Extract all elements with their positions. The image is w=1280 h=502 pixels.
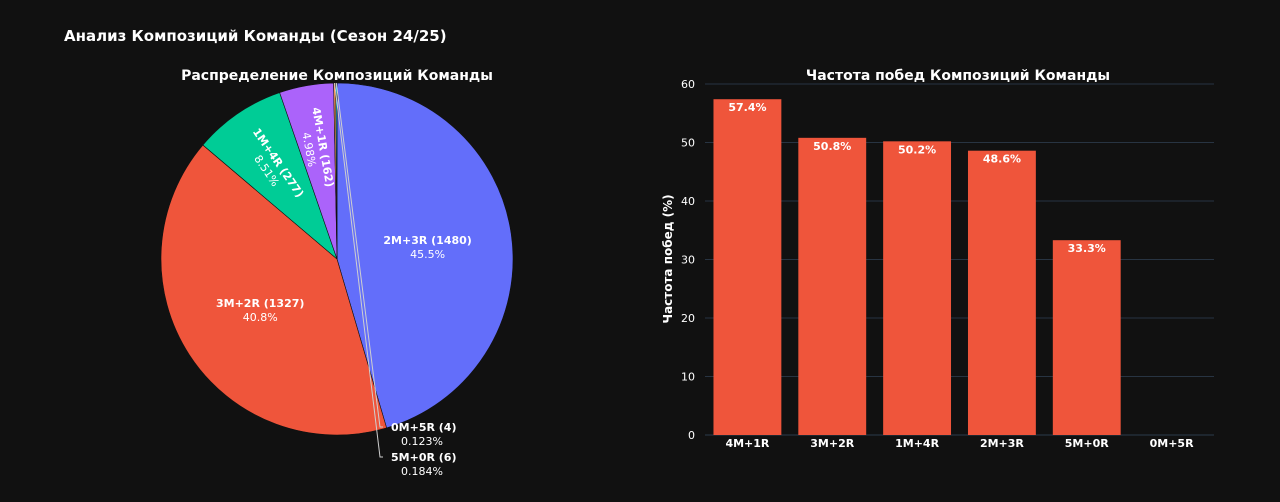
pie-label-percent: 4.98% — [299, 131, 318, 168]
pie-label-name: 2M+3R (1480) — [383, 234, 471, 247]
bar[interactable] — [967, 150, 1036, 435]
x-tick-label: 4M+1R — [725, 437, 769, 450]
pie-slice[interactable] — [202, 92, 338, 260]
pie-chart-title: Распределение Композиций Команды — [181, 68, 493, 84]
pie-label-name: 3M+2R (1327) — [216, 297, 304, 310]
bar[interactable] — [1052, 240, 1121, 435]
pie-label-percent: 45.5% — [410, 248, 445, 261]
bar-value-label: 50.8% — [813, 140, 851, 153]
pie-label-percent: 0.184% — [401, 465, 443, 478]
pie-label-percent: 0.123% — [401, 435, 443, 448]
y-tick-label: 10 — [681, 371, 695, 384]
bar-value-label: 50.2% — [898, 143, 936, 156]
y-tick-label: 50 — [681, 137, 695, 150]
bar[interactable] — [883, 141, 952, 435]
pie-leader-line — [334, 82, 383, 458]
pie-label-percent: 40.8% — [243, 311, 278, 324]
bar-value-label: 33.3% — [1068, 242, 1106, 255]
pie-label-name: 0M+5R (4) — [391, 421, 456, 434]
pie-slice-label: 2M+3R (1480)45.5% — [383, 234, 471, 261]
bar[interactable] — [713, 99, 782, 436]
main-title: Анализ Композиций Команды (Сезон 24/25) — [64, 27, 447, 45]
bar-value-label: 48.6% — [983, 153, 1021, 166]
y-tick-label: 0 — [688, 429, 695, 442]
pie-slice[interactable] — [160, 144, 387, 436]
x-tick-label: 3M+2R — [810, 437, 854, 450]
y-tick-label: 20 — [681, 312, 695, 325]
bar[interactable] — [798, 137, 867, 435]
bar-y-axis-label: Частота побед (%) — [661, 194, 675, 323]
pie-leader-line — [335, 82, 383, 428]
bar-value-label: 57.4% — [728, 101, 766, 114]
x-tick-label: 5M+0R — [1065, 437, 1109, 450]
y-tick-label: 40 — [681, 195, 695, 208]
pie-chart: 2M+3R (1480)45.5%3M+2R (1327)40.8%1M+4R … — [160, 82, 514, 478]
pie-slice-label: 3M+2R (1327)40.8% — [216, 297, 304, 324]
x-tick-label: 1M+4R — [895, 437, 939, 450]
x-tick-label: 0M+5R — [1150, 437, 1194, 450]
y-tick-label: 30 — [681, 254, 695, 267]
bar-chart-title: Частота побед Композиций Команды — [806, 68, 1110, 84]
x-tick-label: 2M+3R — [980, 437, 1024, 450]
y-tick-label: 60 — [681, 78, 695, 91]
pie-label-name: 5M+0R (6) — [391, 451, 456, 464]
bar-chart: 0 10 20 30 40 50 60 57.4% 4M+1R 50.8% 3M+2R 50.2% 1M… — [681, 78, 1214, 450]
pie-slice[interactable] — [336, 82, 514, 429]
